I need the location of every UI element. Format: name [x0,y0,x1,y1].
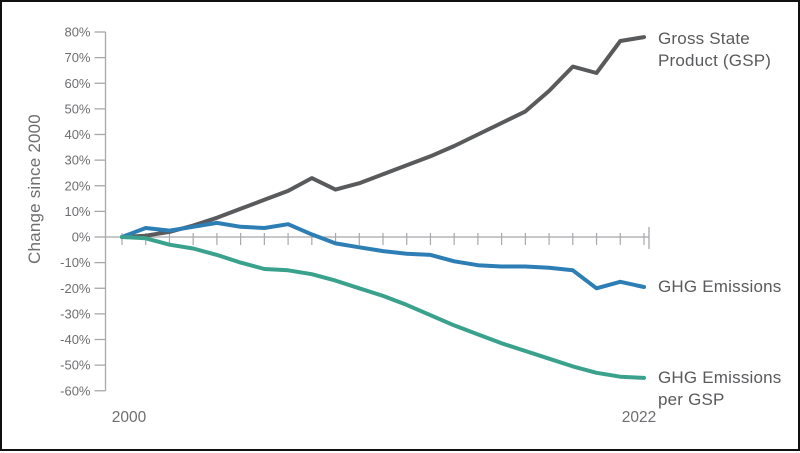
series-label-ghg-emissions: GHG Emissions [658,277,782,296]
y-tick-label: 10% [64,204,90,219]
y-axis-title: Change since 2000 [25,114,44,264]
y-tick-label: 70% [64,50,90,65]
y-tick-label: 50% [64,101,90,116]
y-tick-label: 0% [72,230,91,245]
y-tick-label: -10% [60,255,91,270]
y-tick-label: -20% [60,281,91,296]
series-label-gross-state-product: Gross State Product (GSP) [658,29,772,70]
y-tick-label: 30% [64,153,90,168]
y-tick-label: -40% [60,332,91,347]
y-tick-label: 20% [64,178,90,193]
y-tick-label: -50% [60,358,91,373]
series-line-ghg-emissions-per-gsp [120,235,646,380]
y-tick-label: -60% [60,383,91,398]
y-tick-label: -30% [60,306,91,321]
series-line-ghg-emissions [120,220,646,291]
y-tick-label: 40% [64,127,90,142]
x-axis-label: 2000 [112,409,147,426]
x-axis-label: 2022 [622,409,656,426]
series-label-ghg-emissions-per-gsp: GHG Emissions per GSP [658,368,782,409]
series-line-gross-state-product-gsp- [120,35,646,239]
y-tick-label: 60% [64,76,90,91]
y-tick-label: 80% [64,25,90,40]
